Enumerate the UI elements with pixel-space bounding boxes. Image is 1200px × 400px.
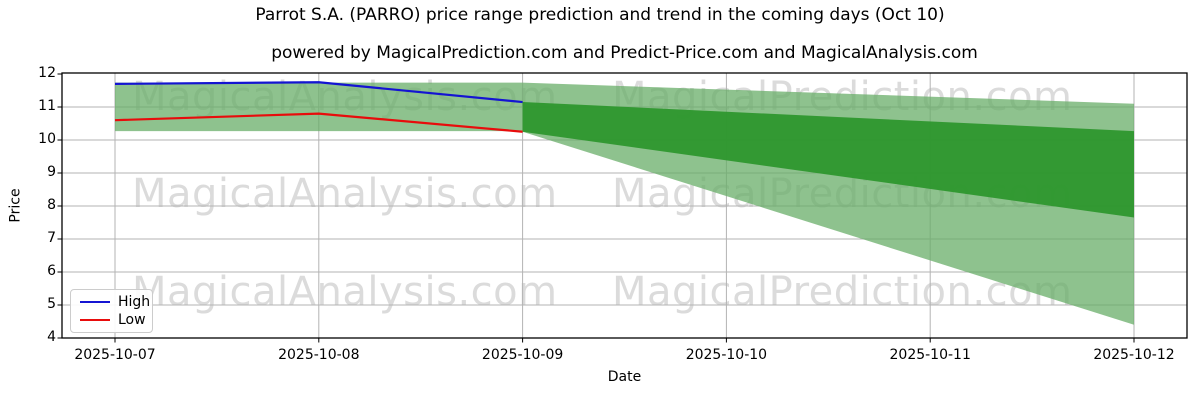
chart-title: Parrot S.A. (PARRO) price range predicti… bbox=[255, 5, 945, 25]
legend-label-high: High bbox=[118, 294, 151, 311]
y-tick-label: 6 bbox=[47, 263, 56, 279]
watermark-text: MagicalAnalysis.com bbox=[132, 269, 558, 315]
x-tick-label: 2025-10-12 bbox=[1093, 347, 1175, 363]
x-tick-label: 2025-10-10 bbox=[685, 347, 768, 363]
x-tick-label: 2025-10-08 bbox=[278, 347, 360, 363]
legend-item-low: Low bbox=[71, 313, 152, 327]
x-tick-label: 2025-10-11 bbox=[889, 347, 971, 363]
legend-line-low-icon bbox=[80, 318, 110, 321]
legend: High Low bbox=[70, 289, 153, 333]
y-tick-label: 12 bbox=[38, 65, 56, 81]
series-line-low bbox=[114, 112, 523, 133]
legend-label-low: Low bbox=[118, 311, 146, 328]
y-tick-label: 10 bbox=[38, 131, 56, 147]
y-tick-label: 8 bbox=[47, 197, 56, 213]
x-tick-label: 2025-10-09 bbox=[481, 347, 564, 363]
watermark-text: MagicalAnalysis.com bbox=[132, 171, 558, 217]
band-forecast-inner-range bbox=[522, 102, 1134, 218]
series-line-high bbox=[114, 81, 523, 104]
band-observed-range bbox=[115, 82, 523, 132]
y-tick-label: 11 bbox=[38, 98, 56, 114]
x-axis-label: Date bbox=[607, 369, 642, 385]
chart-subtitle: powered by MagicalPrediction.com and Pre… bbox=[271, 43, 978, 63]
y-tick-label: 4 bbox=[47, 329, 56, 345]
legend-item-high: High bbox=[71, 295, 152, 309]
x-tick-label: 2025-10-07 bbox=[74, 347, 156, 363]
y-tick-label: 9 bbox=[47, 164, 56, 180]
y-tick-label: 7 bbox=[47, 230, 56, 246]
legend-line-high-icon bbox=[80, 301, 110, 304]
y-tick-label: 5 bbox=[47, 296, 56, 312]
